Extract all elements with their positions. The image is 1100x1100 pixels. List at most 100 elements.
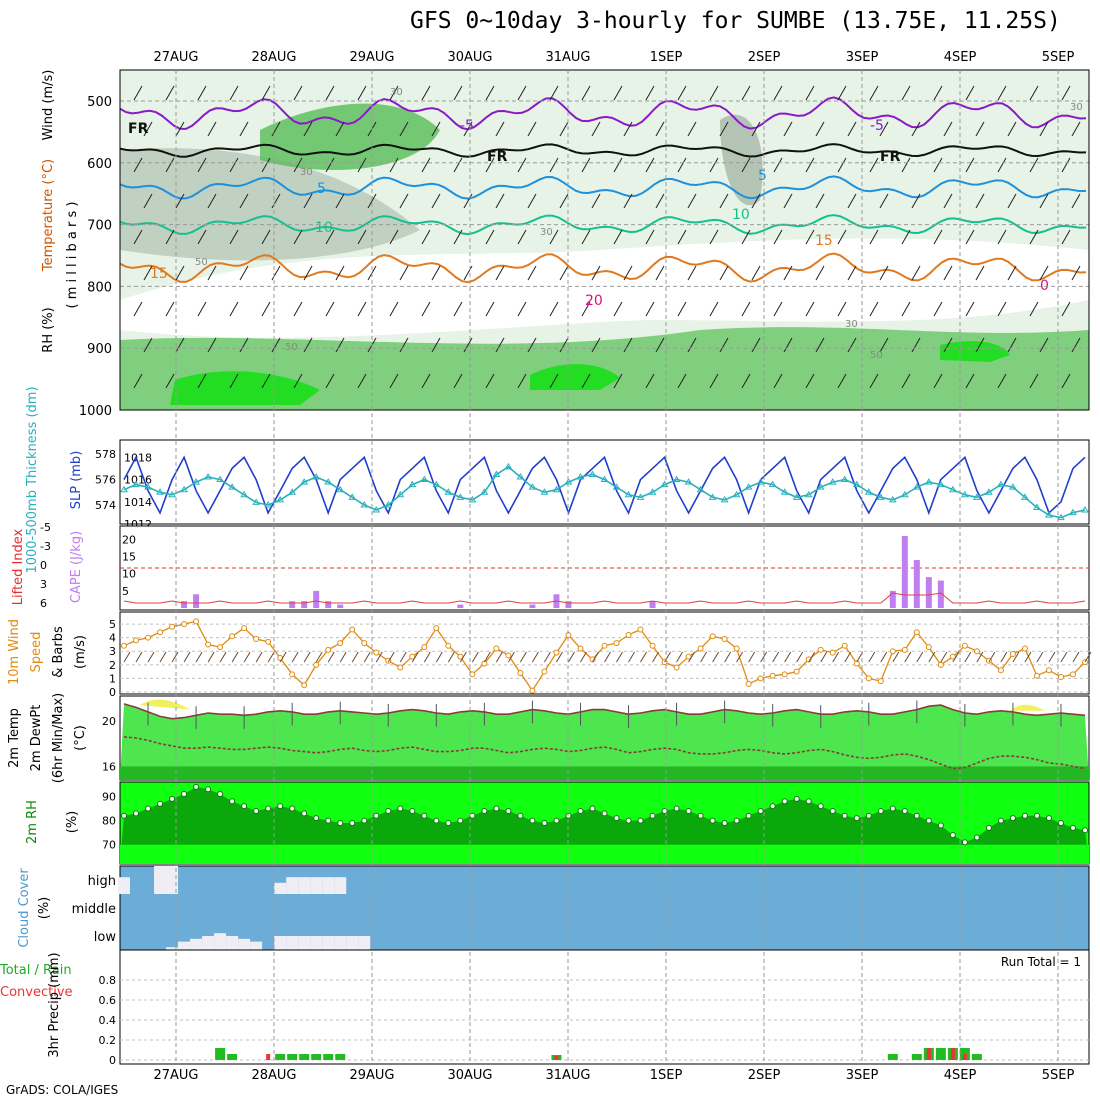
wind-barb [271, 337, 281, 353]
wind-barb [655, 337, 665, 353]
wind-barb [719, 337, 729, 353]
wind-barb [815, 265, 825, 281]
wind-barb [623, 337, 633, 353]
wind-barb [375, 651, 383, 663]
wind-barb [1071, 193, 1081, 209]
wind-barb [808, 651, 816, 663]
thickness-marker [672, 475, 681, 483]
wind-barb [719, 193, 729, 209]
wind-speed-marker [673, 664, 680, 671]
rh-marker [445, 820, 452, 826]
cape-bar [325, 601, 332, 608]
panel-frame [119, 865, 1090, 951]
rh-fill [120, 786, 1089, 864]
wind-barb [421, 157, 431, 173]
wind-barb [171, 651, 179, 663]
cape-bar [337, 604, 344, 608]
precip-convective-legend: Convective [0, 985, 73, 1000]
thickness-marker [973, 493, 981, 500]
wind-barb [165, 85, 175, 101]
wind-barb [760, 651, 768, 663]
precip-tick-label: 0.6 [99, 994, 117, 1007]
wind-speed-marker [997, 667, 1004, 674]
wind-speed-marker [253, 636, 260, 643]
wind-barb [527, 121, 537, 137]
wind-barb [688, 651, 696, 663]
wind-barb [195, 651, 203, 663]
wind-barb [197, 157, 207, 173]
precip-axis-label: 3hr Precip (mm) [47, 952, 62, 1057]
thickness-marker [204, 473, 212, 480]
wind-barb [207, 121, 217, 137]
wind-barb [719, 121, 729, 137]
wind-speed-marker [961, 642, 968, 649]
contour-label: 50 [195, 257, 208, 268]
wind-barb [261, 157, 271, 173]
thickness-marker [408, 480, 417, 488]
wind-barb [559, 265, 569, 281]
thickness-marker [156, 488, 164, 495]
rh-dry-band [120, 238, 1089, 338]
wind-barb [847, 193, 857, 209]
wind-barb [517, 157, 527, 173]
contour-label: 30 [845, 319, 858, 330]
wind-barb [133, 85, 143, 101]
cape-bar [937, 580, 944, 608]
wind-barb [1029, 229, 1039, 245]
wind-barb [783, 121, 793, 137]
rh-marker [1069, 824, 1076, 831]
wind-speed-marker [397, 664, 404, 671]
wind-barb [267, 651, 275, 663]
thickness-marker [348, 493, 357, 500]
rh-marker [217, 791, 224, 798]
pressure-tick-label: 700 [87, 219, 112, 234]
bottom-date-axis: 27AUG 28AUG 29AUG 30AUG 31AUG 1SEP 2SEP 3SEP 4SE… [153, 1068, 1074, 1083]
thickness-tick-label: 576 [95, 474, 116, 487]
wind-barb [1061, 301, 1071, 317]
contour-label: 15 [150, 266, 168, 282]
wind-barb [133, 229, 143, 245]
rh-marker [205, 786, 212, 793]
precip-total-bar [227, 1054, 238, 1060]
wind-barb [613, 157, 623, 173]
wind-speed-marker [865, 675, 872, 682]
wind-barb [773, 301, 783, 317]
wind-barb [399, 337, 409, 353]
top-date-label: 30AUG [447, 50, 492, 65]
temp-contour-5 [119, 175, 1087, 200]
rh-marker [1009, 815, 1016, 822]
wind-barb [351, 651, 359, 663]
rh-marker [289, 805, 296, 812]
wind-speed-marker [601, 642, 608, 649]
rh-marker [997, 817, 1004, 824]
wind-barb [581, 301, 591, 317]
contour-label: 30 [300, 167, 313, 178]
wind-barb [773, 229, 783, 245]
cloud-bar [118, 877, 130, 894]
wind-speed-marker [505, 652, 512, 659]
wind-barb [303, 265, 313, 281]
wind-tick-label: 2 [109, 659, 116, 672]
wind-barb [997, 373, 1007, 389]
wind-barb [423, 651, 431, 663]
credit-text: GrADS: COLA/IGES [6, 1083, 119, 1097]
thickness-marker [300, 478, 309, 485]
wind-tick-label: 1 [109, 672, 116, 685]
wind-barb [933, 157, 943, 173]
precip-total-bar [971, 1054, 982, 1060]
wind-barb [709, 229, 719, 245]
wind-barb [207, 337, 217, 353]
wind-barb [751, 121, 761, 137]
wind-panel-axis-label: 10m Wind [7, 619, 22, 685]
rh-marker [625, 817, 632, 824]
wind-barb [143, 337, 153, 353]
wind-barb [293, 157, 303, 173]
bottom-date-label: 30AUG [447, 1068, 492, 1083]
wind-barb [655, 121, 665, 137]
wind-barb [700, 651, 708, 663]
wind-barb [628, 651, 635, 663]
cloud-bar [226, 936, 239, 950]
wind-barb [975, 265, 985, 281]
cloud-bar [250, 941, 263, 950]
wind-speed-marker [205, 641, 212, 648]
